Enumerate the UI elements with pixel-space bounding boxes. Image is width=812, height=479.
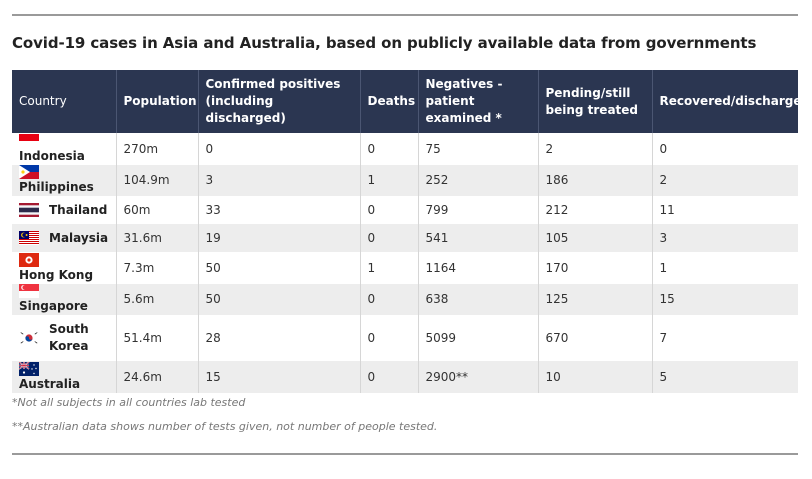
footnote-lab-tested: *Not all subjects in all countries lab t… [12, 396, 246, 409]
country-name: Thailand [49, 202, 108, 217]
cell-negatives: 5099 [418, 315, 539, 361]
cell-population: 270m [116, 133, 199, 165]
country-name: Hong Kong [19, 267, 94, 282]
table-row: Malaysia 31.6m 19 0 541 105 3 [12, 224, 798, 252]
header-deaths: Deaths [360, 70, 419, 133]
table-row: Australia 24.6m 15 0 2900** 10 5 [12, 361, 798, 393]
header-negatives: Negatives - patient examined * [418, 70, 539, 133]
cell-deaths: 0 [360, 224, 419, 252]
covid-cases-table: Country Population Confirmed positives (… [12, 70, 810, 393]
cell-recovered: 2 [652, 164, 798, 196]
malaysia-flag-icon [19, 231, 39, 245]
table-row: Singapore 5.6m 50 0 638 125 15 [12, 283, 798, 315]
australia-flag-icon [19, 361, 39, 376]
hong-kong-flag-icon [19, 252, 39, 267]
cell-deaths: 0 [360, 361, 419, 393]
cell-confirmed: 50 [198, 283, 361, 315]
cell-country: Indonesia [12, 133, 117, 165]
cell-population: 104.9m [116, 164, 199, 196]
cell-negatives: 75 [418, 133, 539, 165]
cell-confirmed: 50 [198, 252, 361, 284]
cell-pending: 10 [538, 361, 653, 393]
cell-negatives: 252 [418, 164, 539, 196]
header-population: Population [116, 70, 199, 133]
singapore-flag-icon [19, 284, 39, 298]
cell-negatives: 2900** [418, 361, 539, 393]
cell-country: Philippines [12, 164, 117, 196]
cell-recovered: 1 [659, 260, 668, 275]
cell-population: 60m [116, 196, 199, 224]
philippines-flag-icon [19, 165, 39, 179]
cell-recovered: 0 [659, 141, 668, 156]
cell-country: South Korea [12, 315, 117, 361]
cell-confirmed: 15 [198, 361, 361, 393]
cell-deaths: 0 [360, 315, 419, 361]
cell-pending: 212 [538, 196, 653, 224]
cell-pending: 105 [538, 224, 653, 252]
header-recovered: Recovered/discharged [652, 70, 810, 133]
cell-deaths: 0 [360, 196, 419, 224]
cell-confirmed: 28 [198, 315, 361, 361]
cell-confirmed: 19 [198, 224, 361, 252]
country-name: Malaysia [49, 230, 109, 245]
header-confirmed: Confirmed positives (including discharge… [198, 70, 361, 133]
bottom-rule [12, 453, 798, 455]
cell-confirmed: 0 [198, 133, 361, 165]
country-name: South Korea [49, 322, 89, 353]
cell-negatives: 638 [418, 283, 539, 315]
thailand-flag-icon [19, 203, 39, 217]
table-row: Thailand 60m 33 0 799 212 11 [12, 196, 798, 224]
page-title: Covid-19 cases in Asia and Australia, ba… [12, 34, 757, 52]
cell-deaths: 1 [360, 252, 419, 284]
cell-recovered: 11 [659, 203, 675, 217]
cell-negatives: 799 [418, 196, 539, 224]
south-korea-flag-icon [19, 331, 39, 345]
cell-recovered: 3 [652, 224, 798, 252]
cell-population: 31.6m [116, 224, 199, 252]
cell-pending: 170 [538, 252, 653, 284]
cell-country: Hong Kong [12, 252, 117, 284]
cell-country: Singapore [12, 283, 117, 315]
table-row: Hong Kong 7.3m 50 1 1164 170 1 [12, 252, 798, 284]
cell-population: 7.3m [116, 252, 199, 284]
cell-country: Australia [12, 361, 117, 393]
footnote-australian-data: **Australian data shows number of tests … [12, 420, 438, 433]
cell-negatives: 1164 [418, 252, 539, 284]
cell-pending: 186 [538, 164, 653, 196]
country-name: Philippines [19, 180, 94, 194]
cell-population: 5.6m [116, 283, 199, 315]
table-row: Philippines 104.9m 3 1 252 186 2 [12, 164, 798, 196]
cell-population: 51.4m [116, 315, 199, 361]
cell-negatives: 541 [418, 224, 539, 252]
cell-confirmed: 33 [198, 196, 361, 224]
cell-pending: 125 [538, 283, 653, 315]
cell-population: 24.6m [116, 361, 199, 393]
top-rule [12, 14, 798, 16]
country-name: Australia [19, 376, 81, 391]
country-name: Indonesia [19, 148, 85, 163]
cell-pending: 670 [538, 315, 653, 361]
cell-recovered: 7 [659, 331, 668, 345]
table-header-row: Country Population Confirmed positives (… [12, 70, 810, 133]
cell-country: Malaysia [12, 224, 117, 252]
cell-recovered: 5 [652, 361, 798, 393]
table-row: South Korea 51.4m 28 0 5099 670 7 [12, 315, 798, 361]
cell-pending: 2 [538, 133, 653, 165]
cell-country: Thailand [12, 196, 117, 224]
cell-deaths: 1 [360, 164, 419, 196]
cell-deaths: 0 [360, 133, 419, 165]
cell-confirmed: 3 [198, 164, 361, 196]
indonesia-flag-icon [19, 133, 39, 148]
header-country: Country [12, 70, 117, 133]
country-name: Singapore [19, 299, 88, 313]
cell-deaths: 0 [360, 283, 419, 315]
cell-recovered: 15 [652, 283, 798, 315]
table-row: Indonesia 270m 0 0 75 2 0 [12, 133, 798, 165]
header-pending: Pending/still being treated [538, 70, 653, 133]
